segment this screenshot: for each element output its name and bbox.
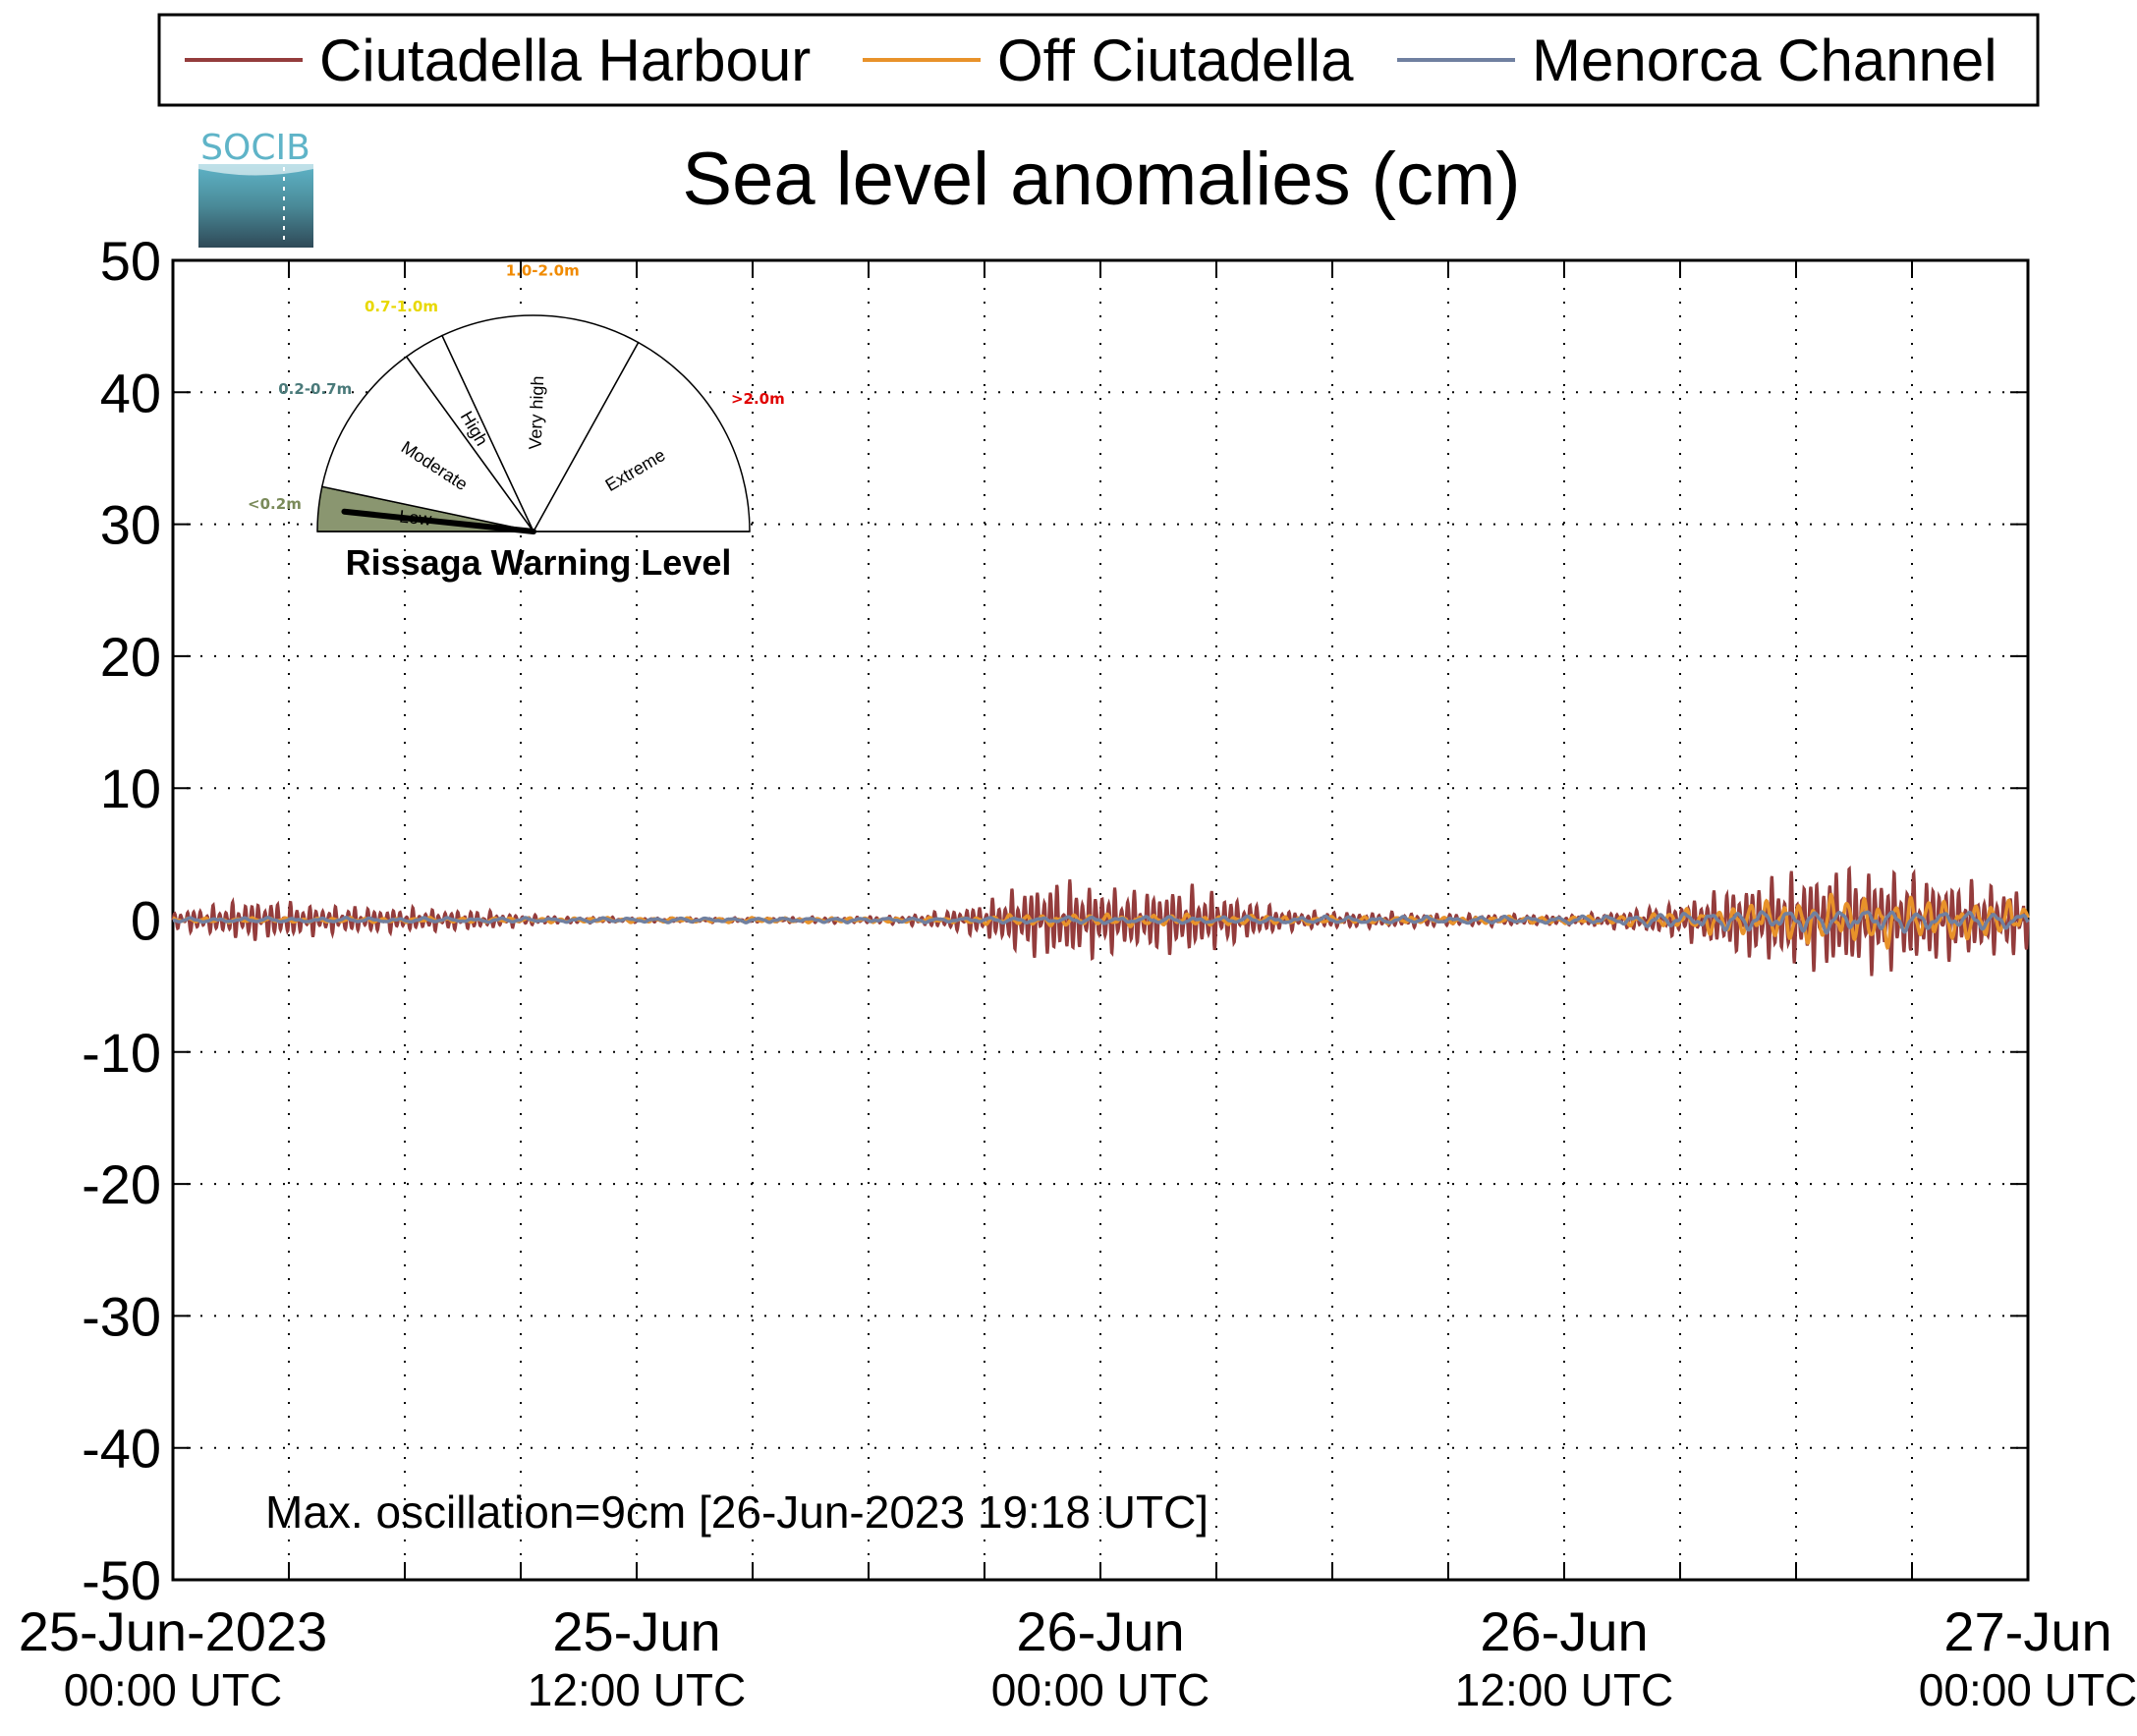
- y-tick-label: -50: [82, 1549, 161, 1611]
- y-tick-label: -40: [82, 1418, 161, 1480]
- gauge-range-label: 0.7-1.0m: [365, 298, 438, 315]
- x-tick-label-date: 25-Jun: [552, 1600, 720, 1662]
- x-tick-label-date: 26-Jun: [1480, 1600, 1648, 1662]
- legend-label-ciutadella-harbour: Ciutadella Harbour: [319, 28, 811, 93]
- gauge-range-label: <0.2m: [248, 495, 302, 513]
- legend: Ciutadella Harbour Off Ciutadella Menorc…: [157, 13, 2040, 107]
- gauge-needle: [341, 508, 536, 534]
- chart-title: Sea level anomalies (cm): [682, 138, 1520, 221]
- rissaga-gauge: Low<0.2mModerate0.2-0.7mHigh0.7-1.0mVery…: [248, 262, 785, 583]
- legend-box: [157, 13, 2040, 107]
- legend-label-menorca-channel: Menorca Channel: [1532, 28, 1997, 93]
- y-tick-label: 50: [100, 230, 161, 292]
- gauge-sector-extreme: [532, 341, 751, 532]
- x-tick-label-time: 12:00 UTC: [1455, 1664, 1673, 1715]
- x-tick-label-date: 26-Jun: [1016, 1600, 1184, 1662]
- legend-label-off-ciutadella: Off Ciutadella: [997, 28, 1354, 93]
- gauge-sector-moderate: [320, 355, 535, 533]
- x-tick-label-time: 12:00 UTC: [528, 1664, 746, 1715]
- logo-text: SOCIB: [200, 128, 310, 168]
- gauge-range-label: 1.0-2.0m: [506, 262, 580, 280]
- y-tick-label: 20: [100, 626, 161, 688]
- gauge-range-label: 0.2-0.7m: [278, 380, 352, 398]
- socib-logo: SOCIB: [198, 128, 313, 248]
- x-tick-label-date: 25-Jun-2023: [19, 1600, 327, 1662]
- axes: 50403020100-10-20-30-40-5025-Jun-202300:…: [19, 230, 2137, 1715]
- x-tick-label-time: 00:00 UTC: [1919, 1664, 2137, 1715]
- y-tick-label: -30: [82, 1285, 161, 1347]
- series-lines: [171, 865, 2030, 977]
- x-tick-label-time: 00:00 UTC: [991, 1664, 1209, 1715]
- gauge-range-label: >2.0m: [731, 390, 785, 408]
- y-tick-label: 10: [100, 757, 161, 819]
- y-tick-label: -10: [82, 1022, 161, 1084]
- y-tick-label: 30: [100, 494, 161, 556]
- y-tick-label: 0: [131, 890, 161, 952]
- x-tick-label-date: 27-Jun: [1943, 1600, 2111, 1662]
- series-line-menorca-channel: [173, 910, 2030, 935]
- gauge-title: Rissaga Warning Level: [346, 542, 732, 583]
- max-oscillation-annotation: Max. oscillation=9cm [26-Jun-2023 19:18 …: [265, 1486, 1209, 1538]
- gauge-sector-very-high: [441, 314, 640, 533]
- x-tick-label-time: 00:00 UTC: [64, 1664, 282, 1715]
- gauge-sector-label: Very high: [526, 375, 548, 450]
- y-tick-label: 40: [100, 362, 161, 423]
- y-tick-label: -20: [82, 1153, 161, 1215]
